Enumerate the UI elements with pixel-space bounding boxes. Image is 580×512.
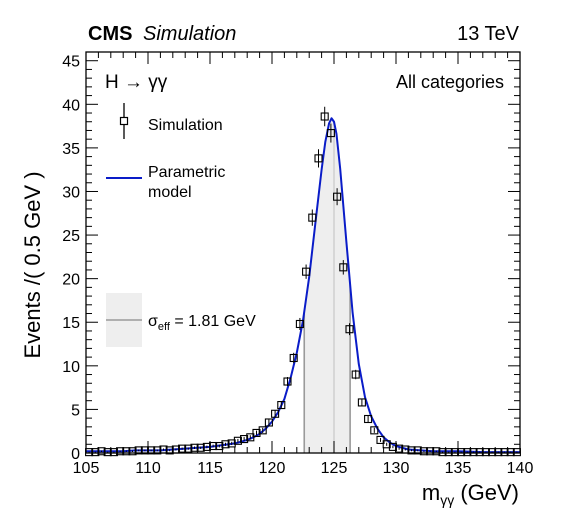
x-tick-label: 125 <box>321 460 348 477</box>
legend-sigma-label: σeff = 1.81 GeV <box>148 313 256 333</box>
simulation-points-layer <box>85 106 521 457</box>
y-tick-label: 30 <box>62 184 80 201</box>
x-tick-label: 130 <box>383 460 410 477</box>
x-tick-label: 135 <box>445 460 472 477</box>
simulation-marker <box>382 440 391 449</box>
simulation-point <box>252 428 261 438</box>
simulation-marker <box>357 398 366 407</box>
simulation-marker <box>227 439 236 448</box>
y-tick-label: 35 <box>62 141 80 158</box>
x-tick-label: 140 <box>507 460 534 477</box>
simulation-marker <box>376 435 385 444</box>
simulation-point <box>364 414 373 424</box>
simulation-point <box>333 188 342 206</box>
experiment-label: CMS <box>88 23 132 45</box>
simulation-point <box>264 418 273 427</box>
simulation-point <box>289 352 298 364</box>
simulation-point <box>215 441 224 451</box>
legend-simulation-label: Simulation <box>148 117 223 134</box>
simulation-marker <box>289 353 298 363</box>
simulation-point <box>258 426 267 435</box>
simulation-marker <box>233 436 242 445</box>
x-axis-ticks: 105 110 115 120 125 130 135 140 <box>73 52 534 477</box>
sigma-eff-band-layer <box>303 118 351 453</box>
legend-model-label-2: model <box>148 184 192 201</box>
simulation-point <box>295 317 304 331</box>
simulation-point <box>314 149 323 168</box>
simulation-marker <box>314 154 323 163</box>
y-axis-title: Events /( 0.5 GeV ) <box>20 171 45 358</box>
legend: Simulation Parametric model σeff = 1.81 … <box>106 103 256 347</box>
simulation-marker <box>308 213 317 222</box>
energy-label: 13 TeV <box>457 23 520 45</box>
simulation-marker <box>295 319 304 329</box>
simulation-marker <box>370 426 379 435</box>
y-tick-label: 5 <box>71 402 80 419</box>
y-tick-label: 20 <box>62 272 80 289</box>
simulation-point <box>320 106 329 127</box>
simulation-point <box>302 264 311 279</box>
simulation-point <box>308 209 317 226</box>
simulation-point <box>233 436 242 445</box>
simulation-marker <box>252 428 261 438</box>
simulation-marker <box>364 414 373 424</box>
legend-simulation-marker <box>119 103 129 139</box>
simulation-marker <box>326 129 335 138</box>
simulation-point <box>345 323 354 336</box>
simulation-marker <box>320 112 329 121</box>
process-label: H → γγ <box>105 72 168 93</box>
simulation-point <box>351 369 360 380</box>
simulation-marker <box>351 370 360 379</box>
simulation-marker <box>264 418 273 427</box>
y-tick-label: 45 <box>62 54 80 71</box>
x-tick-label: 105 <box>73 460 100 477</box>
y-tick-label: 40 <box>62 97 80 114</box>
legend-model-label-1: Parametric <box>148 164 225 181</box>
simulation-marker <box>271 409 280 418</box>
simulation-marker <box>283 377 292 386</box>
simulation-point <box>326 123 335 143</box>
simulation-marker <box>302 267 311 276</box>
simulation-point <box>271 409 280 418</box>
simulation-marker <box>221 440 230 449</box>
simulation-marker <box>258 426 267 435</box>
simulation-point <box>227 439 236 448</box>
simulation-point <box>246 433 255 442</box>
x-axis-title: mγγ (GeV) <box>422 480 519 508</box>
y-tick-label: 10 <box>62 359 80 376</box>
simulation-marker <box>333 192 342 201</box>
sigma-eff-band <box>304 118 351 453</box>
simulation-marker <box>240 435 249 444</box>
simulation-point <box>221 440 230 449</box>
simulation-marker <box>246 433 255 442</box>
simulation-point <box>370 426 379 435</box>
x-tick-label: 110 <box>135 460 161 477</box>
plot-frame <box>85 51 521 454</box>
y-axis-ticks: 0 5 10 15 20 25 30 35 40 45 <box>62 51 520 463</box>
y-tick-label: 0 <box>71 446 80 463</box>
simulation-point <box>283 377 292 387</box>
simulation-point <box>339 260 348 275</box>
simulation-marker <box>215 441 224 451</box>
status-label: Simulation <box>143 23 236 45</box>
y-tick-label: 15 <box>62 315 80 332</box>
category-label: All categories <box>396 72 504 92</box>
x-tick-label: 120 <box>259 460 286 477</box>
y-tick-label: 25 <box>62 228 80 245</box>
simulation-point <box>277 401 286 410</box>
x-tick-label: 115 <box>197 460 223 477</box>
simulation-marker <box>277 401 286 410</box>
simulation-point <box>240 435 249 444</box>
simulation-point <box>382 440 391 449</box>
simulation-marker <box>345 325 354 334</box>
simulation-point <box>357 398 366 407</box>
simulation-marker <box>339 263 348 272</box>
simulation-point <box>376 435 385 444</box>
